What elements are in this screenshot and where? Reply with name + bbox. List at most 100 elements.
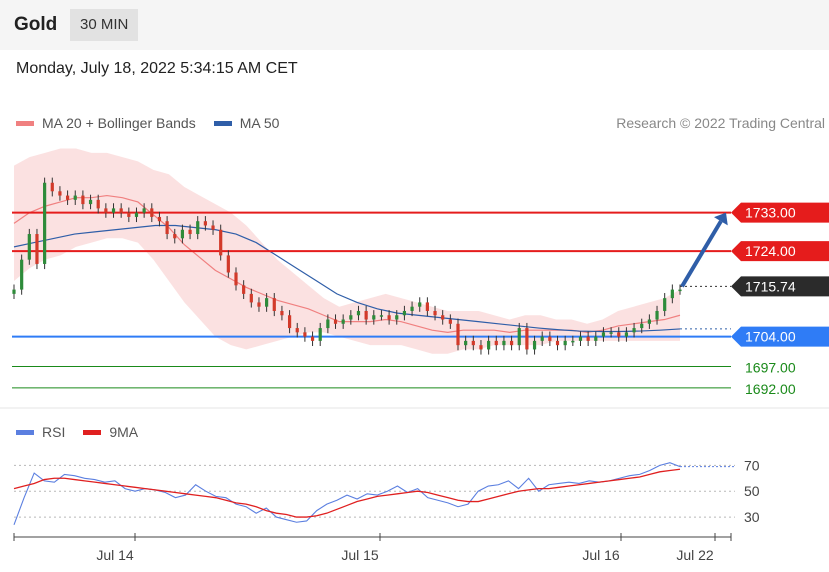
candle-body	[333, 319, 338, 324]
candle-body	[532, 340, 537, 350]
legend-rsi: RSI	[16, 424, 65, 440]
level-label-4: 1692.00	[745, 381, 796, 397]
candle-body	[180, 229, 185, 239]
candle-body	[379, 315, 384, 317]
candle-body	[402, 310, 407, 316]
candle-body	[364, 310, 368, 320]
candle-body	[563, 340, 567, 346]
candle-body	[586, 336, 590, 341]
candle-body	[257, 302, 261, 307]
candle-body	[548, 336, 552, 341]
candle-body	[663, 298, 667, 311]
candle-body	[425, 302, 429, 311]
legend-ma20-label: MA 20 + Bollinger Bands	[42, 115, 196, 131]
candle-body	[303, 332, 307, 337]
candle-body	[318, 328, 322, 341]
candle-body	[448, 319, 452, 324]
candle-body	[203, 221, 207, 226]
x-tick-label-1: Jul 15	[341, 547, 379, 563]
rsi-9ma-line	[13, 468, 681, 518]
candle-body	[196, 221, 200, 235]
candle-body	[58, 191, 62, 196]
candle-body	[487, 340, 491, 350]
candle-body	[73, 195, 77, 200]
candle-body	[617, 332, 621, 337]
candle-body	[96, 199, 100, 209]
candle-body	[157, 216, 162, 222]
timeframe-button[interactable]: 30 MIN	[70, 9, 139, 41]
candle-body	[35, 234, 39, 264]
candle-body	[142, 208, 146, 213]
candle-body	[456, 323, 460, 346]
candle-body	[594, 336, 598, 341]
candle-body	[387, 315, 391, 320]
candle-body	[265, 298, 269, 307]
candle-body	[601, 332, 606, 337]
candle-body	[341, 319, 345, 324]
candle-body	[326, 319, 330, 329]
candle-body	[12, 289, 16, 294]
candle-body	[571, 340, 575, 343]
x-tick-label-2: Jul 16	[582, 547, 620, 563]
forecast-arrow-head	[714, 212, 728, 226]
candle-body	[655, 310, 659, 320]
current-price-tag	[731, 276, 829, 297]
candle-body	[494, 340, 498, 346]
legend-ma50-label: MA 50	[239, 115, 280, 131]
rsi-tick-label-1: 50	[744, 483, 760, 499]
rsi-line	[13, 462, 681, 526]
candle-body	[555, 340, 560, 346]
candle-body	[249, 293, 253, 303]
current-price-label: 1715.74	[745, 278, 796, 294]
rsi-tick-label-2: 70	[744, 457, 760, 473]
level-label-2: 1704.00	[745, 329, 796, 345]
level-label-0: 1733.00	[745, 205, 796, 221]
candle-body	[234, 272, 238, 286]
candle-body	[441, 315, 445, 320]
candle-body	[678, 289, 682, 292]
candle-body	[418, 302, 422, 307]
ma50-line	[13, 224, 681, 333]
candle-body	[211, 225, 215, 230]
candle-body	[609, 332, 613, 334]
legend-rsi-swatch	[16, 429, 34, 435]
candle-body	[165, 221, 169, 235]
forecast-arrow	[680, 212, 728, 288]
instrument-title: Gold	[14, 14, 58, 35]
candle-body	[242, 285, 246, 294]
candle-body	[647, 319, 651, 324]
level-label-3: 1697.00	[745, 360, 796, 376]
candle-body	[50, 182, 54, 192]
candle-body	[134, 212, 139, 217]
candle-body	[464, 340, 468, 346]
candle-body	[219, 229, 223, 256]
candle-body	[395, 315, 399, 320]
candle-body	[372, 315, 376, 320]
price-legend: MA 20 + Bollinger Bands MA 50	[16, 115, 297, 131]
rsi-tick-label-0: 30	[744, 509, 760, 525]
bollinger-band	[14, 148, 680, 354]
candle-body	[111, 208, 116, 213]
candle-body	[310, 336, 315, 341]
candle-body	[624, 332, 629, 337]
candle-body	[20, 259, 24, 290]
candle-body	[27, 234, 31, 260]
level-tag-0	[731, 202, 829, 223]
legend-ma50: MA 50	[213, 115, 280, 131]
candle-body	[433, 310, 437, 316]
level-tag-1	[731, 241, 829, 262]
candle-body	[502, 340, 506, 346]
candle-body	[287, 315, 292, 329]
candle-body	[670, 289, 674, 299]
candle-body	[517, 328, 521, 346]
forecast-arrow-shaft	[680, 220, 723, 288]
candle-body	[127, 212, 131, 217]
candle-body	[540, 336, 544, 341]
candle-body	[509, 340, 514, 346]
legend-9ma-swatch	[83, 429, 102, 435]
legend-9ma: 9MA	[83, 424, 138, 440]
legend-ma20-swatch	[16, 120, 34, 126]
x-tick-label-3: Jul 22	[676, 547, 714, 563]
candle-body	[349, 315, 353, 320]
